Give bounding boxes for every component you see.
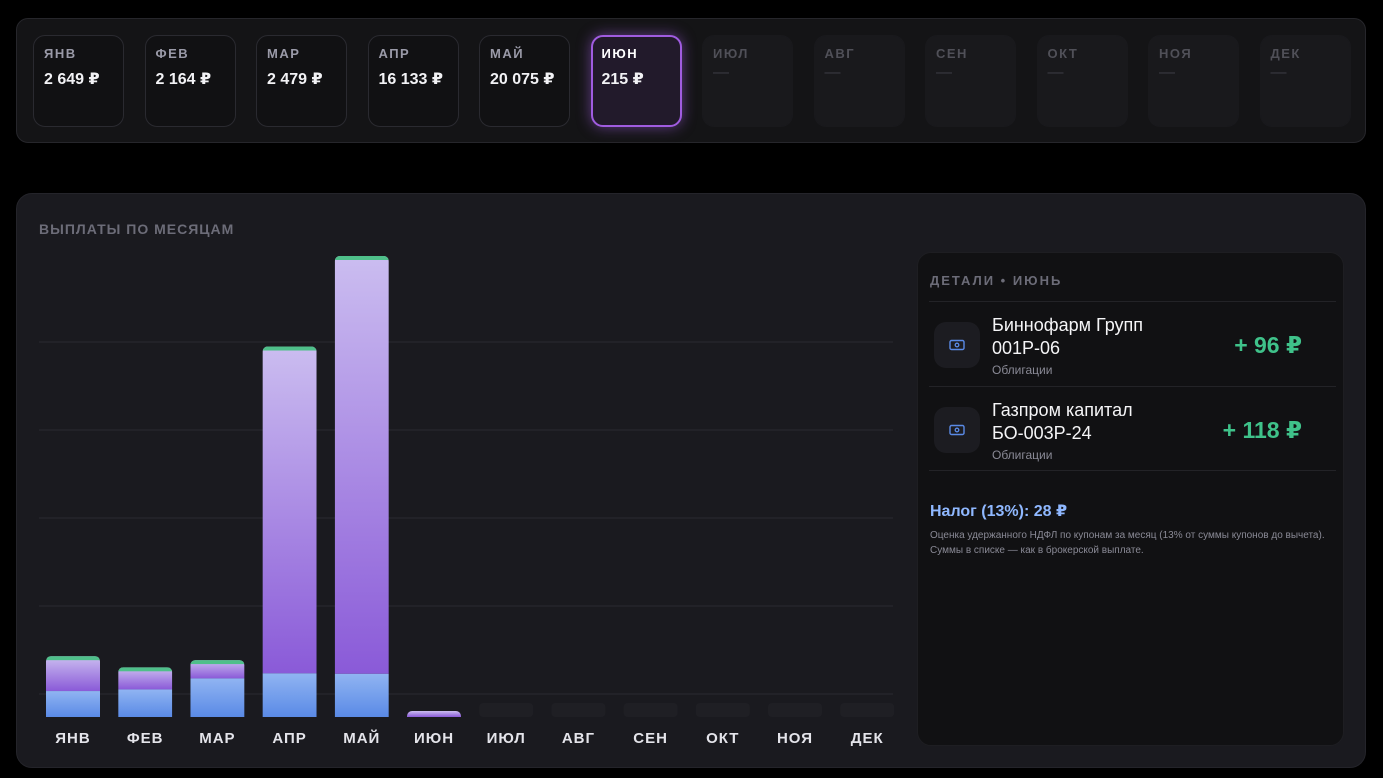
month-card-label: МАЙ [490,46,525,61]
month-card-label: ИЮЛ [713,46,749,61]
bond-icon [934,407,980,453]
payout-item[interactable]: Биннофарм Групп 001Р-06 Облигации + 96 ₽ [929,301,1336,386]
month-card-9[interactable]: СЕН — [925,35,1016,127]
month-card-value: 2 649 ₽ [44,71,100,88]
bar-cap [190,660,245,665]
x-tick-label: МАР [199,730,235,747]
month-card-value: — [1047,64,1064,81]
details-list: Биннофарм Групп 001Р-06 Облигации + 96 ₽… [929,301,1336,471]
month-card-2[interactable]: ФЕВ 2 164 ₽ [144,35,236,127]
bar-cap [118,667,173,672]
bar-segment-lower [46,691,100,717]
bar-segment-upper [118,667,173,690]
month-card-value: 2 164 ₽ [155,71,212,88]
payouts-bar-chart: ЯНВ ФЕВ МАР АПР МАЙ ИЮН ИЮЛ АВГ СЕН ОКТ НОЯ ДЕК [39,256,895,747]
bar-segment-upper [334,256,389,674]
month-card-label: АВГ [824,46,856,61]
month-card-value: 2 479 ₽ [267,71,323,88]
payout-item-name: Газпром капитал БО-003Р-24 [992,400,1133,443]
bar-empty [695,703,750,717]
month-card-5[interactable]: МАЙ 20 075 ₽ [479,35,570,127]
month-card-label: НОЯ [1159,46,1193,61]
month-card-value: 16 133 ₽ [378,71,444,88]
x-tick-label: ЯНВ [55,730,90,747]
month-card-value: — [713,64,729,81]
x-tick-label: ОКТ [706,730,739,747]
bar-segment-lower [334,673,389,717]
month-card-8[interactable]: АВГ — [813,35,905,127]
x-tick-label: ФЕВ [127,730,164,747]
bar-segment-upper [46,656,100,692]
x-tick-label: СЕН [633,730,668,747]
month-card-10[interactable]: ОКТ — [1036,35,1128,127]
tax-note: Оценка удержанного НДФЛ по купонам за ме… [930,530,1325,556]
month-card-value: 20 075 ₽ [490,71,555,88]
tax-summary: Налог (13%): 28 ₽ [930,503,1068,520]
bar-empty [623,703,678,717]
x-tick-label: ИЮН [414,730,454,747]
month-card-value: — [1159,64,1175,81]
payout-item-type: Облигации [992,448,1053,462]
bar-segment-lower [262,673,317,717]
x-tick-label: АПР [272,730,306,747]
month-card-label: ЯНВ [44,46,77,61]
bar-empty [551,703,606,717]
payouts-panel: ВЫПЛАТЫ ПО МЕСЯЦАМ ЯНВ ФЕВ МАР АПР МАЙ ИЮН ИЮЛ… [16,193,1366,768]
month-card-6[interactable]: ИЮН 215 ₽ [590,35,682,127]
month-card-label: ДЕК [1270,46,1301,61]
bar-empty [479,703,534,717]
x-tick-label: ДЕК [851,730,884,747]
month-card-7[interactable]: ИЮЛ — [702,35,793,127]
bar-segment-upper [262,346,317,674]
details-panel: ДЕТАЛИ • ИЮНЬ Биннофарм Групп 001Р-06 Об… [917,252,1344,746]
chart-title: ВЫПЛАТЫ ПО МЕСЯЦАМ [39,221,235,237]
bar-empty [768,703,822,717]
x-tick-label: МАЙ [343,729,380,747]
month-card-value: — [824,64,841,81]
bond-icon [934,322,980,368]
month-card-12[interactable]: ДЕК — [1259,35,1351,127]
month-card-value: — [936,64,952,81]
month-card-value: — [1270,64,1287,81]
bar-segment-lower [190,678,245,717]
payout-item-name: Биннофарм Групп 001Р-06 [992,315,1144,358]
x-tick-label: ИЮЛ [487,730,526,747]
month-card-label: АПР [378,46,411,61]
month-card-11[interactable]: НОЯ — [1148,35,1239,127]
month-card-4[interactable]: АПР 16 133 ₽ [367,35,459,127]
payout-item-amount: + 118 ₽ [1222,417,1302,443]
month-card-label: ОКТ [1047,46,1079,61]
bar-cap [334,256,389,260]
month-card-label: МАР [267,46,301,61]
bar-cap [262,346,317,351]
details-title: ДЕТАЛИ • ИЮНЬ [930,273,1063,288]
month-card-label: СЕН [936,46,968,61]
month-card-label: ИЮН [601,46,639,61]
bar-empty [840,703,895,717]
x-tick-label: АВГ [562,730,595,747]
month-card-1[interactable]: ЯНВ 2 649 ₽ [33,35,124,127]
bar-cap [46,656,100,661]
month-card-3[interactable]: МАР 2 479 ₽ [256,35,347,127]
month-card-value: 215 ₽ [601,71,644,88]
payout-item-type: Облигации [992,363,1053,377]
bar-segment-upper [190,660,245,679]
bar-segment-lower [118,689,173,717]
x-tick-label: НОЯ [777,730,813,747]
month-card-label: ФЕВ [155,46,190,61]
payout-item-amount: + 96 ₽ [1234,332,1302,358]
payout-item[interactable]: Газпром капитал БО-003Р-24 Облигации + 1… [929,386,1336,471]
bar-segment-upper [407,711,461,717]
month-selector: ЯНВ 2 649 ₽ ФЕВ 2 164 ₽ МАР 2 479 ₽ АПР 16 133 … [16,18,1366,143]
